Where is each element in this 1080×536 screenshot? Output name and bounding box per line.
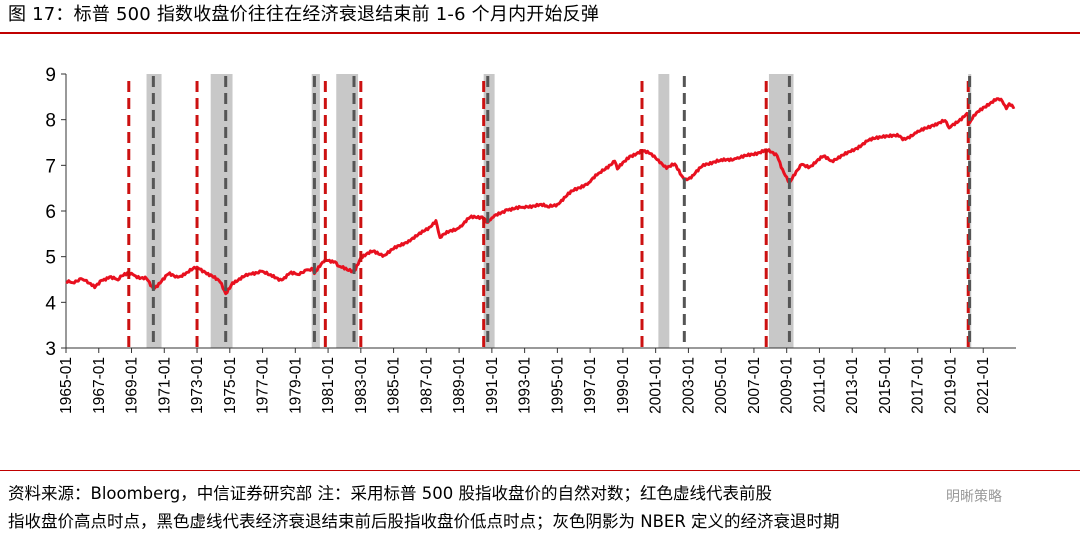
x-tick-label: 2007-01 [746, 357, 763, 414]
x-tick-label: 1987-01 [418, 357, 435, 414]
x-tick-label: 2021-01 [975, 357, 992, 414]
x-tick-label: 1973-01 [189, 357, 206, 414]
tick-label-layer: 3 4 5 6 7 8 9 1965-01 1967-01 1969-01 1971-01 1973-… [45, 65, 992, 414]
footer-rule [0, 470, 1080, 471]
x-tick-label: 1999-01 [615, 357, 632, 414]
x-tick-label: 1981-01 [320, 357, 337, 414]
y-tick-label: 3 [45, 339, 56, 360]
x-tick-label: 1979-01 [287, 357, 304, 414]
watermark: 明晰策略 [880, 482, 1068, 512]
footer-line-2: 指收盘价高点时点，黑色虚线代表经济衰退结束前后股指收盘价低点时点；灰色阴影为 N… [8, 512, 840, 531]
x-tick-label: 1989-01 [451, 357, 468, 414]
recession-band [483, 74, 495, 348]
x-tick-label: 1971-01 [156, 357, 173, 414]
x-tick-label: 1983-01 [353, 357, 370, 414]
footer-note: 资料来源：Bloomberg，中信证券研究部 注：采用标普 500 股指收盘价的… [8, 480, 1076, 536]
y-tick-label: 7 [45, 156, 56, 177]
x-tick-label: 1985-01 [386, 357, 403, 414]
series-layer [65, 97, 1016, 296]
recession-band [210, 74, 233, 348]
x-tick-label: 1975-01 [222, 357, 239, 414]
recession-shading-layer [146, 74, 972, 348]
figure-title: 图 17：标普 500 指数收盘价往往在经济衰退结束前 1-6 个月内开始反弹 [8, 4, 600, 25]
recession-band [311, 74, 320, 348]
x-tick-label: 2017-01 [910, 357, 927, 414]
x-tick-label: 2019-01 [942, 357, 959, 414]
title-bar: 图 17：标普 500 指数收盘价往往在经济衰退结束前 1-6 个月内开始反弹 [0, 0, 1080, 34]
chart: 3 4 5 6 7 8 9 1965-01 1967-01 1969-01 1971-01 1973-… [45, 65, 1016, 414]
x-tick-label: 1977-01 [255, 357, 272, 414]
recession-band [658, 74, 670, 348]
x-tick-label: 2015-01 [877, 357, 894, 414]
recession-band [146, 74, 162, 348]
recession-band [336, 74, 359, 348]
axis-layer [61, 73, 1016, 353]
x-tick-label: 2003-01 [680, 357, 697, 414]
index-series-line [65, 97, 1016, 296]
y-tick-label: 5 [45, 248, 56, 269]
x-tick-label: 2005-01 [713, 357, 730, 414]
x-tick-label: 1997-01 [582, 357, 599, 414]
y-tick-label: 9 [45, 65, 56, 86]
dashed-line-layer [127, 76, 972, 348]
x-tick-label: 2009-01 [779, 357, 796, 414]
y-tick-label: 8 [45, 111, 56, 132]
x-tick-label: 2001-01 [648, 357, 665, 414]
x-tick-label: 1995-01 [549, 357, 566, 414]
y-tick-label: 4 [45, 293, 56, 314]
x-tick-label: 1991-01 [484, 357, 501, 414]
x-tick-label: 1965-01 [58, 357, 75, 414]
x-tick-label: 1993-01 [517, 357, 534, 414]
footer-line-1: 资料来源：Bloomberg，中信证券研究部 注：采用标普 500 股指收盘价的… [8, 484, 772, 503]
y-tick-label: 6 [45, 202, 56, 223]
x-tick-label: 1967-01 [91, 357, 108, 414]
x-tick-label: 1969-01 [124, 357, 141, 414]
x-tick-label: 2011-01 [811, 357, 828, 413]
x-tick-label: 2013-01 [844, 357, 861, 414]
